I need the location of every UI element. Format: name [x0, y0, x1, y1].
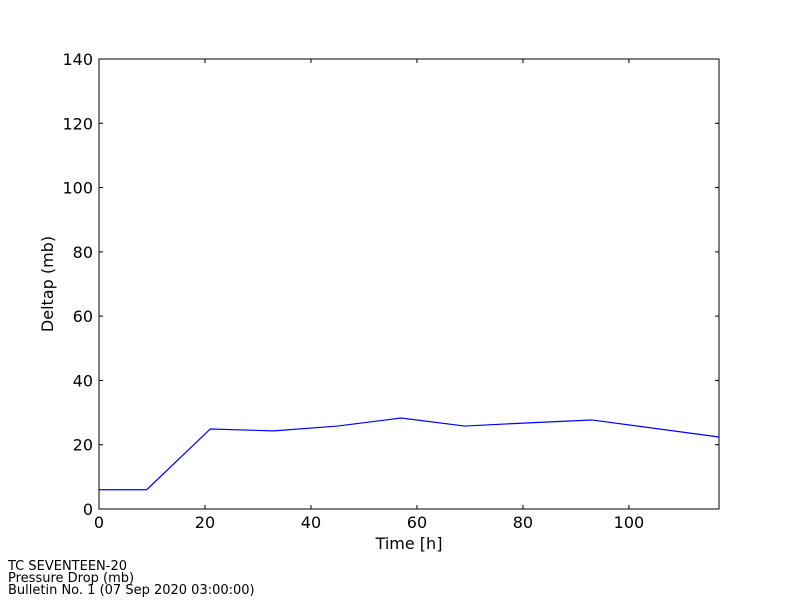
x-tick-label: 100 — [614, 513, 645, 532]
data-line — [99, 417, 720, 491]
x-axis-label: Time [h] — [375, 534, 443, 553]
y-axis-label: Deltap (mb) — [38, 236, 57, 332]
x-tick-label: 80 — [513, 513, 533, 532]
annotation: Pressure Drop (mb) — [8, 571, 134, 586]
y-tick-label: 140 — [62, 50, 93, 69]
y-tick-label: 120 — [62, 114, 93, 133]
y-tick-label: 0 — [83, 500, 93, 519]
y-tick-label: 40 — [73, 371, 93, 390]
x-tick-label: 60 — [407, 513, 427, 532]
y-tick-label: 100 — [62, 179, 93, 198]
y-tick-label: 20 — [73, 436, 93, 455]
x-tick-label: 40 — [301, 513, 321, 532]
annotation: TC SEVENTEEN-20 — [7, 559, 127, 574]
plot-frame — [98, 58, 720, 510]
x-tick-label: 20 — [195, 513, 215, 532]
y-tick-label: 80 — [73, 243, 93, 262]
annotation: Bulletin No. 1 (07 Sep 2020 03:00:00) — [8, 583, 255, 598]
y-tick-label: 60 — [73, 307, 93, 326]
x-tick-label: 0 — [94, 513, 104, 532]
